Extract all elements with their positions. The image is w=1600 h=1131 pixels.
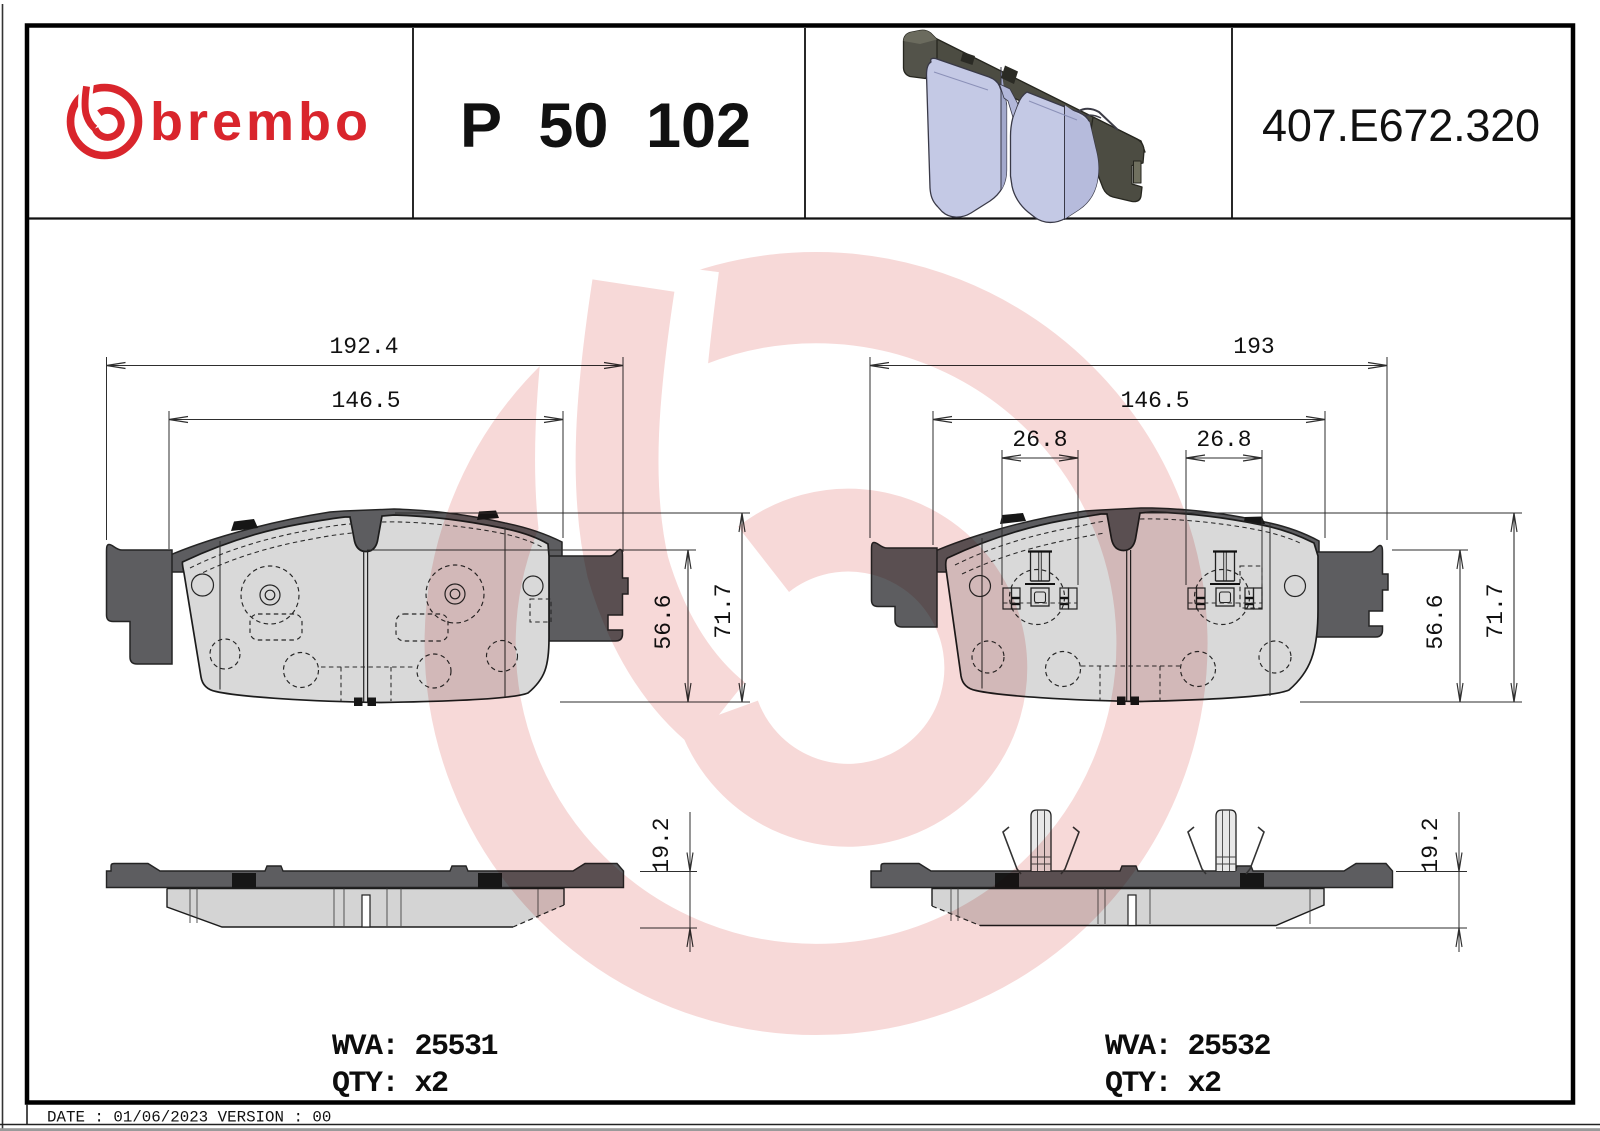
svg-text:193: 193 [1233, 334, 1274, 360]
svg-text:P 50 102: P 50 102 [460, 91, 751, 161]
svg-text:WVA: 25532: WVA: 25532 [1105, 1030, 1271, 1064]
svg-text:QTY: x2: QTY: x2 [1105, 1067, 1221, 1101]
svg-text:71.7: 71.7 [1483, 583, 1509, 638]
svg-text:146.5: 146.5 [331, 388, 400, 414]
svg-text:19.2: 19.2 [649, 817, 675, 872]
svg-text:56.6: 56.6 [1423, 594, 1449, 649]
svg-text:407.E672.320: 407.E672.320 [1262, 100, 1540, 151]
svg-text:WVA: 25531: WVA: 25531 [332, 1030, 498, 1064]
svg-text:QTY: x2: QTY: x2 [332, 1067, 448, 1101]
svg-text:192.4: 192.4 [329, 334, 398, 360]
svg-text:brembo: brembo [150, 92, 372, 152]
svg-text:146.5: 146.5 [1120, 388, 1189, 414]
svg-text:26.8: 26.8 [1196, 427, 1251, 453]
svg-text:19.2: 19.2 [1418, 817, 1444, 872]
svg-text:DATE : 01/06/2023 VERSION : 00: DATE : 01/06/2023 VERSION : 00 [47, 1109, 331, 1127]
